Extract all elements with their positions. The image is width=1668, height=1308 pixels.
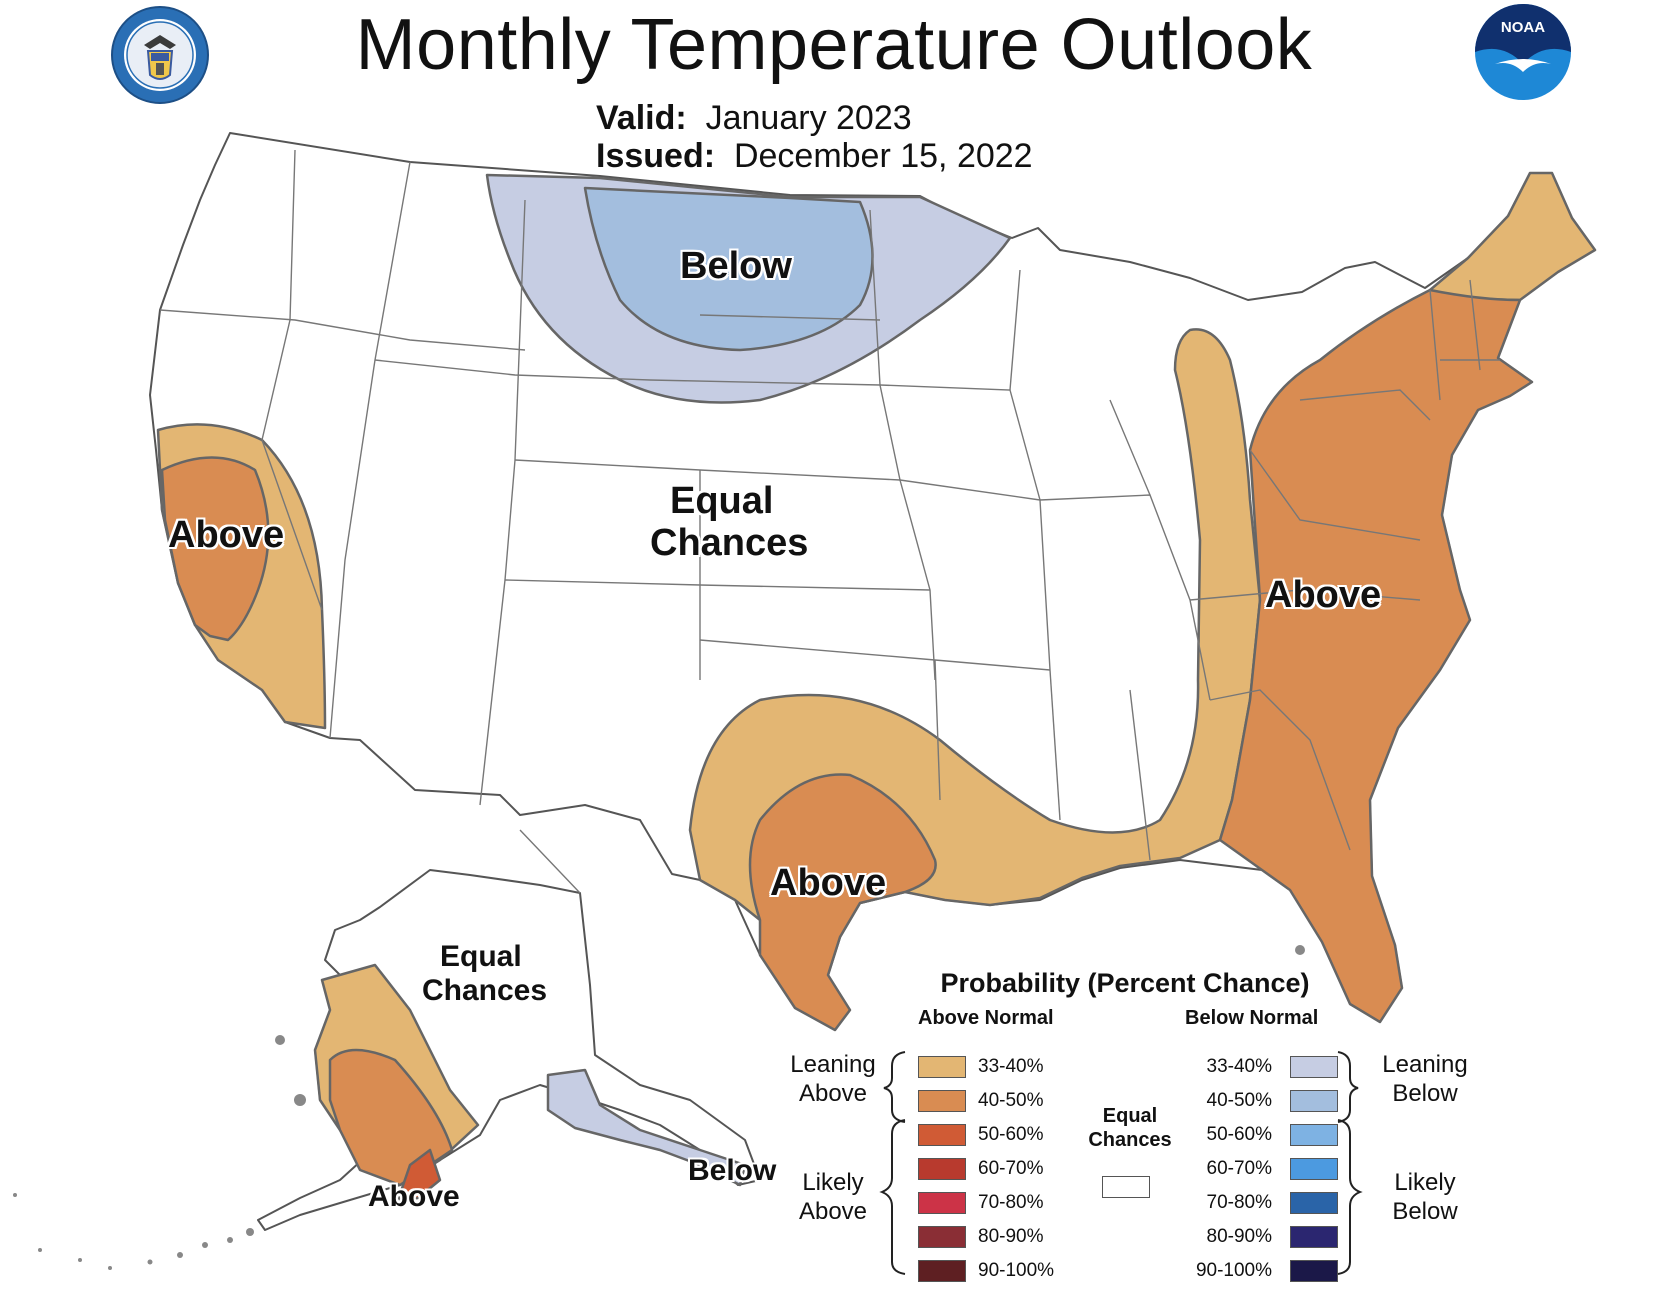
leaning-above-line2: Above [798, 1080, 868, 1107]
legend-below-label: 90-100% [1195, 1260, 1272, 1281]
legend-below-label: 50-60% [1206, 1124, 1273, 1145]
alaska-above-label: Above [368, 1180, 460, 1213]
alaska-ec-label-line2: Chances [422, 974, 548, 1007]
legend-below-swatch [1290, 1226, 1338, 1248]
legend-below-swatch [1290, 1124, 1338, 1146]
likely-above-line2: Above [798, 1198, 868, 1225]
legend-above-swatch [918, 1090, 966, 1112]
legend-below-label: 70-80% [1206, 1192, 1273, 1213]
north-below-40-area [583, 186, 874, 352]
legend-above-swatch [918, 1056, 966, 1078]
issued-value: December 15, 2022 [733, 137, 1033, 175]
legend-ec-label: Equal Chances [1065, 1104, 1195, 1152]
alaska-below-label: Below [688, 1154, 777, 1187]
alaska-below-leaning-area [546, 1068, 747, 1187]
legend-above-swatch [918, 1260, 966, 1282]
ec-line1: Equal [1102, 1105, 1158, 1127]
east-above-label: Above [1265, 574, 1382, 616]
legend-above-label: 60-70% [978, 1158, 1044, 1179]
legend-below-swatch [1290, 1056, 1338, 1078]
issued-line: Issued: December 15, 2022 [596, 136, 1033, 176]
legend-above-header: Above Normal [918, 1007, 1054, 1029]
legend-above-label: 80-90% [978, 1226, 1044, 1247]
legend-below-header: Below Normal [1185, 1007, 1319, 1029]
valid-line: Valid: January 2023 [596, 98, 912, 138]
central-ec-label-line2: Chances [650, 522, 809, 564]
alaska-ec-label-line1: Equal [440, 940, 522, 973]
west-above-40-area [160, 456, 270, 642]
west-above-label: Above [168, 514, 285, 556]
legend-ec-swatch [1102, 1176, 1150, 1198]
noaa-logo-icon: NOAA [1473, 2, 1573, 107]
likely-above-line1: Likely [802, 1169, 864, 1196]
legend-above-label: 50-60% [978, 1124, 1044, 1145]
leaning-below-line1: Leaning [1382, 1051, 1468, 1078]
legend-below-swatch [1290, 1090, 1338, 1112]
legend-below-label: 33-40% [1206, 1056, 1273, 1077]
legend-likely-below-group: Likely Below [1370, 1168, 1480, 1226]
legend-above-swatch [918, 1226, 966, 1248]
legend-leaning-above-group: Leaning Above [778, 1050, 888, 1108]
legend-title: Probability (Percent Chance) [940, 968, 1310, 998]
legend-below-swatch [1290, 1260, 1338, 1282]
legend-above-label: 33-40% [978, 1056, 1044, 1077]
likely-below-line1: Likely [1394, 1169, 1456, 1196]
legend-below-label: 80-90% [1206, 1226, 1273, 1247]
legend-likely-above-group: Likely Above [778, 1168, 888, 1226]
noaa-logo-text: NOAA [1501, 19, 1545, 36]
legend-below-swatch [1290, 1192, 1338, 1214]
central-ec-label-line1: Equal [670, 480, 774, 522]
legend-above-swatch [918, 1192, 966, 1214]
legend-above-label: 70-80% [978, 1192, 1044, 1213]
south-above-label: Above [770, 862, 887, 904]
legend-above-label: 90-100% [978, 1260, 1055, 1281]
alaska-above-40-area [328, 1048, 454, 1187]
likely-below-line2: Below [1392, 1198, 1458, 1225]
valid-value: January 2023 [705, 99, 912, 137]
north-below-label: Below [680, 245, 792, 287]
legend-below-label: 60-70% [1206, 1158, 1273, 1179]
legend-above-label: 40-50% [978, 1090, 1044, 1111]
issued-label: Issued: [596, 137, 716, 175]
commerce-seal-icon [110, 5, 210, 110]
leaning-above-line1: Leaning [790, 1051, 876, 1078]
northeast-above-leaning-area [1428, 171, 1597, 302]
leaning-below-line2: Below [1392, 1080, 1458, 1107]
legend-below-label: 40-50% [1206, 1090, 1273, 1111]
east-above-40-area [1218, 288, 1534, 1024]
south-above-40-area [748, 773, 937, 1032]
legend-above-swatch [918, 1158, 966, 1180]
ec-line2: Chances [1088, 1129, 1172, 1151]
legend-above-swatch [918, 1124, 966, 1146]
valid-label: Valid: [596, 99, 687, 137]
map-title: Monthly Temperature Outlook [355, 5, 1313, 85]
legend-leaning-below-group: Leaning Below [1370, 1050, 1480, 1108]
legend-below-swatch [1290, 1158, 1338, 1180]
alaska-above-50-area [396, 1148, 442, 1202]
